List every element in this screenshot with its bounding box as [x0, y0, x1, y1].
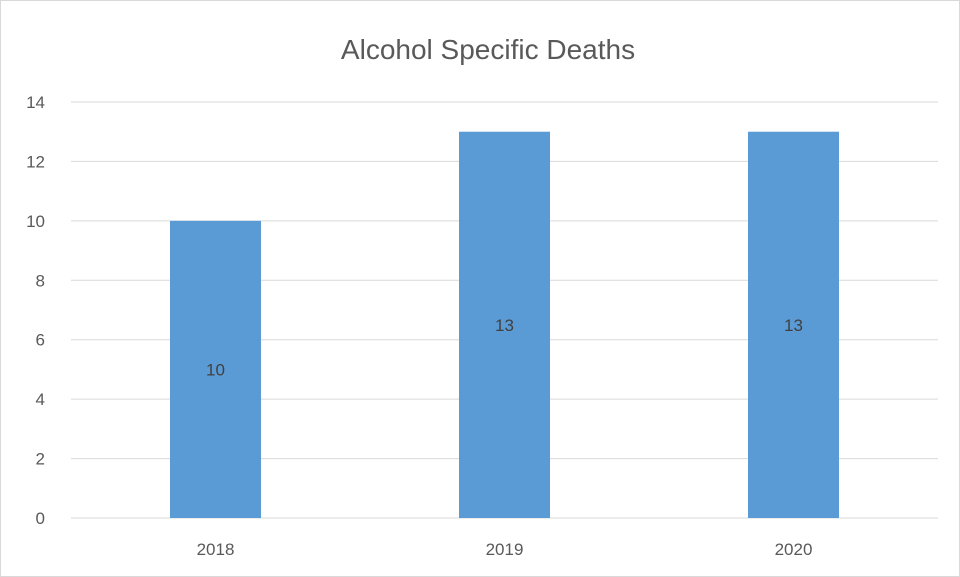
bar-2020	[748, 131, 839, 518]
y-tick-label: 10	[26, 212, 45, 231]
y-tick-label: 12	[26, 152, 45, 171]
y-tick-label: 6	[36, 331, 45, 350]
bars: 10 13 13	[170, 131, 839, 518]
bar-2018	[170, 220, 261, 518]
chart-title: Alcohol Specific Deaths	[341, 34, 635, 65]
y-tick-label: 2	[36, 450, 45, 469]
y-tick-label: 14	[26, 93, 45, 112]
y-tick-label: 4	[36, 390, 45, 409]
x-axis-ticks: 2018 2019 2020	[197, 540, 813, 559]
x-tick-label: 2018	[197, 540, 235, 559]
data-label-2019: 13	[495, 316, 514, 335]
x-tick-label: 2020	[775, 540, 813, 559]
data-label-2018: 10	[206, 360, 225, 379]
bar-2019	[459, 131, 550, 518]
y-tick-label: 0	[36, 509, 45, 528]
y-tick-label: 8	[36, 271, 45, 290]
y-axis-ticks: 0 2 4 6 8 10 12 14	[26, 93, 45, 528]
x-tick-label: 2019	[486, 540, 524, 559]
data-label-2020: 13	[784, 316, 803, 335]
